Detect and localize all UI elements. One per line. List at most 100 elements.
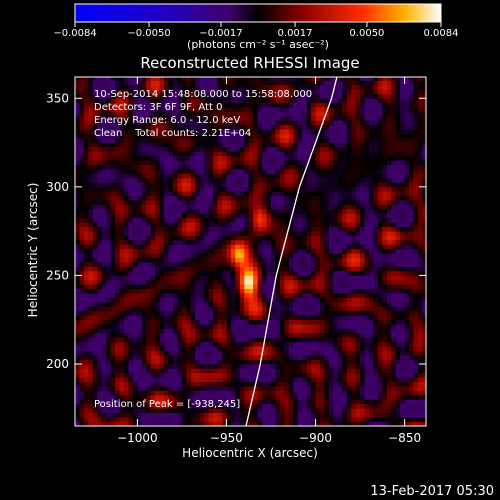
- heatmap-cell: [333, 328, 339, 334]
- heatmap-cell: [128, 164, 134, 170]
- heatmap-cell: [284, 160, 290, 165]
- heatmap-cell: [284, 355, 290, 360]
- heatmap-cell: [83, 394, 89, 400]
- heatmap-cell: [297, 408, 303, 414]
- heatmap-cell: [141, 377, 147, 383]
- heatmap-cell: [150, 84, 156, 90]
- heatmap-cell: [146, 279, 152, 285]
- heatmap-cell: [221, 403, 227, 409]
- heatmap-cell: [146, 115, 152, 121]
- heatmap-cell: [306, 164, 312, 170]
- heatmap-cell: [235, 182, 241, 188]
- heatmap-cell: [244, 133, 250, 139]
- heatmap-cell: [186, 151, 192, 157]
- heatmap-cell: [106, 195, 111, 201]
- heatmap-cell: [239, 138, 245, 143]
- heatmap-cell: [328, 129, 334, 134]
- heatmap-cell: [101, 84, 107, 90]
- heatmap-cell: [119, 332, 125, 338]
- heatmap-cell: [123, 115, 129, 121]
- heatmap-cell: [266, 208, 272, 214]
- heatmap-cell: [351, 399, 356, 405]
- heatmap-cell: [319, 195, 325, 201]
- heatmap-cell: [177, 377, 183, 383]
- heatmap-cell: [208, 164, 214, 170]
- heatmap-cell: [333, 306, 339, 312]
- heatmap-cell: [351, 253, 356, 259]
- heatmap-cell: [110, 102, 116, 108]
- heatmap-cell: [235, 89, 241, 95]
- heatmap-cell: [199, 169, 205, 174]
- heatmap-cell: [97, 231, 103, 236]
- heatmap-cell: [270, 324, 276, 329]
- heatmap-cell: [141, 301, 147, 307]
- heatmap-cell: [302, 270, 307, 276]
- heatmap-cell: [159, 306, 165, 312]
- heatmap-cell: [266, 372, 272, 378]
- heatmap-cell: [221, 332, 227, 338]
- heatmap-cell: [204, 337, 209, 343]
- heatmap-cell: [146, 102, 152, 108]
- heatmap-cell: [333, 169, 339, 174]
- heatmap-cell: [204, 288, 209, 294]
- heatmap-cell: [248, 377, 254, 383]
- heatmap-cell: [226, 186, 232, 192]
- heatmap-cell: [75, 301, 80, 307]
- heatmap-cell: [92, 408, 98, 414]
- heatmap-cell: [204, 319, 209, 325]
- heatmap-cell: [244, 80, 250, 86]
- heatmap-cell: [235, 169, 241, 174]
- heatmap-cell: [284, 377, 290, 383]
- heatmap-cell: [244, 253, 250, 259]
- heatmap-cell: [119, 235, 125, 241]
- heatmap-cell: [190, 80, 196, 86]
- heatmap-cell: [279, 288, 285, 294]
- colorbar: −0.0084 −0.0050 −0.0017 0.0017 0.0050 0.0084 …: [53, 3, 459, 51]
- heatmap-cell: [186, 355, 192, 360]
- heatmap-cell: [150, 319, 156, 325]
- heatmap-cell: [221, 394, 227, 400]
- heatmap-cell: [137, 332, 143, 338]
- heatmap-cell: [110, 363, 116, 369]
- heatmap-cell: [213, 306, 218, 312]
- heatmap-cell: [159, 84, 165, 90]
- heatmap-cell: [346, 89, 352, 95]
- heatmap-cell: [226, 421, 232, 426]
- heatmap-cell: [150, 417, 156, 422]
- heatmap-cell: [110, 138, 116, 143]
- heatmap-cell: [181, 399, 187, 405]
- heatmap-cell: [239, 310, 245, 316]
- heatmap-cell: [199, 306, 205, 312]
- heatmap-cell: [119, 394, 125, 400]
- heatmap-cell: [186, 186, 192, 192]
- heatmap-cell: [306, 222, 312, 227]
- heatmap-cell: [328, 390, 334, 396]
- heatmap-cell: [213, 182, 218, 188]
- heatmap-cell: [150, 324, 156, 329]
- heatmap-cell: [204, 217, 209, 223]
- heatmap-cell: [306, 315, 312, 321]
- heatmap-cell: [235, 235, 241, 241]
- heatmap-cell: [123, 177, 129, 183]
- heatmap-cell: [346, 151, 352, 157]
- heatmap-cell: [92, 244, 98, 250]
- heatmap-cell: [293, 386, 299, 391]
- heatmap-cell: [123, 412, 129, 418]
- heatmap-cell: [351, 301, 356, 307]
- heatmap-cell: [297, 89, 303, 95]
- heatmap-cell: [128, 217, 134, 223]
- heatmap-cell: [79, 372, 85, 378]
- heatmap-cell: [235, 160, 241, 165]
- heatmap-cell: [155, 332, 160, 338]
- heatmap-cell: [217, 182, 223, 188]
- heatmap-cell: [204, 270, 209, 276]
- heatmap-cell: [217, 142, 223, 148]
- heatmap-cell: [284, 394, 290, 400]
- heatmap-cell: [253, 390, 258, 396]
- heatmap-cell: [150, 186, 156, 192]
- heatmap-cell: [213, 284, 218, 290]
- heatmap-cell: [293, 315, 299, 321]
- heatmap-cell: [128, 341, 134, 347]
- heatmap-cell: [342, 275, 348, 281]
- heatmap-cell: [226, 142, 232, 148]
